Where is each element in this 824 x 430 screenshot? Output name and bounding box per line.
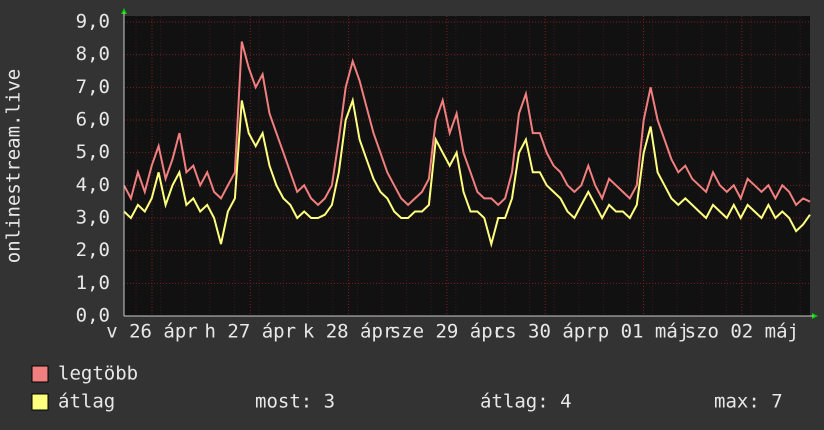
x-arrow bbox=[812, 313, 818, 319]
legend-label: legtöbb bbox=[58, 363, 138, 385]
legend-swatch bbox=[31, 393, 49, 411]
y-tick-label: 9,0 bbox=[76, 11, 110, 33]
legend-stat: átlag: 4 bbox=[480, 391, 572, 413]
x-tick-label: sze 29 ápr bbox=[390, 321, 504, 343]
x-tick-label: cs 30 ápr bbox=[494, 321, 597, 343]
y-axis-label: onlinestream.live bbox=[3, 69, 25, 263]
y-tick-label: 1,0 bbox=[76, 272, 110, 294]
legend-stat: most: 3 bbox=[255, 391, 335, 413]
y-arrow bbox=[121, 8, 127, 14]
y-tick-label: 8,0 bbox=[76, 43, 110, 65]
plot-area bbox=[124, 16, 810, 316]
legend-label: átlag bbox=[58, 391, 115, 413]
y-tick-label: 7,0 bbox=[76, 76, 110, 98]
x-tick-label: v 26 ápr bbox=[106, 321, 198, 343]
series-line bbox=[123, 41, 811, 207]
x-tick-label: szo 02 máj bbox=[685, 321, 799, 343]
x-tick-label: h 27 ápr bbox=[205, 321, 297, 343]
legend-stat: max: 7 bbox=[714, 391, 783, 413]
y-tick-label: 2,0 bbox=[76, 239, 110, 261]
legend-swatch bbox=[31, 365, 49, 383]
x-tick-label: k 28 ápr bbox=[303, 321, 395, 343]
y-tick-label: 6,0 bbox=[76, 109, 110, 131]
y-tick-label: 4,0 bbox=[76, 174, 110, 196]
y-tick-label: 5,0 bbox=[76, 141, 110, 163]
series-line bbox=[123, 96, 811, 248]
y-tick-label: 0,0 bbox=[76, 305, 110, 327]
x-tick-label: p 01 máj bbox=[598, 321, 690, 343]
y-tick-label: 3,0 bbox=[76, 207, 110, 229]
